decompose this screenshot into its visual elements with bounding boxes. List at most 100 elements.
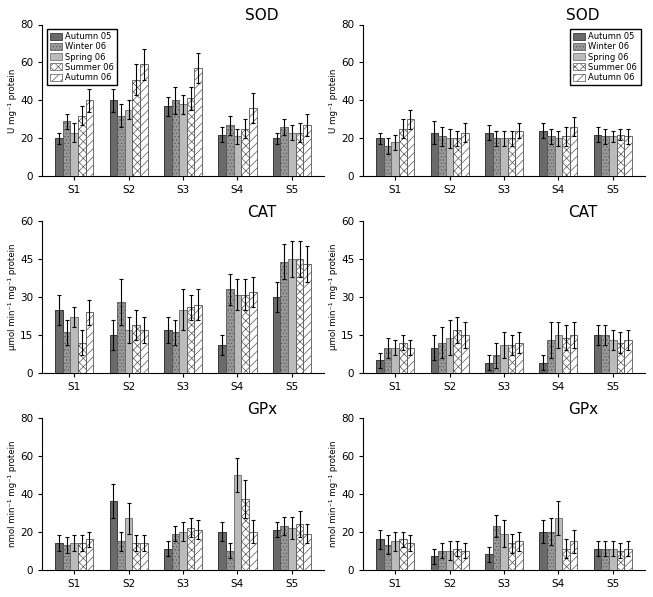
Bar (249, 108, 257, 176)
Bar (616, 550, 624, 570)
Bar (492, 355, 500, 373)
Bar (110, 100, 117, 176)
Bar (391, 142, 399, 176)
Bar (241, 500, 249, 570)
Bar (562, 137, 570, 176)
Bar (554, 139, 562, 176)
Bar (140, 543, 148, 570)
Bar (273, 139, 280, 176)
Bar (195, 68, 202, 176)
Bar (616, 343, 624, 373)
Bar (78, 116, 86, 176)
Bar (288, 259, 296, 373)
Bar (594, 549, 601, 570)
Bar (187, 307, 195, 373)
Y-axis label: U mg⁻¹ protein: U mg⁻¹ protein (329, 68, 338, 133)
Bar (594, 134, 601, 176)
Bar (55, 139, 63, 176)
Bar (492, 139, 500, 176)
Bar (226, 550, 234, 570)
Bar (125, 110, 133, 176)
Bar (187, 99, 195, 176)
Bar (303, 125, 311, 176)
Bar (609, 549, 616, 570)
Bar (539, 131, 547, 176)
Bar (164, 549, 172, 570)
Bar (241, 129, 249, 176)
Bar (133, 543, 140, 570)
Bar (453, 139, 461, 176)
Bar (226, 290, 234, 373)
Bar (303, 264, 311, 373)
Title: GPx: GPx (247, 402, 277, 417)
Title: SOD: SOD (566, 8, 599, 23)
Bar (117, 302, 125, 373)
Bar (296, 133, 303, 176)
Bar (438, 550, 446, 570)
Bar (55, 543, 63, 570)
Bar (273, 530, 280, 570)
Bar (461, 133, 469, 176)
Bar (218, 134, 226, 176)
Bar (446, 139, 453, 176)
Bar (539, 532, 547, 570)
Bar (179, 310, 187, 373)
Bar (117, 541, 125, 570)
Bar (234, 294, 241, 373)
Bar (508, 139, 515, 176)
Y-axis label: nmol min⁻¹ mg⁻¹ protein: nmol min⁻¹ mg⁻¹ protein (329, 441, 338, 547)
Bar (273, 297, 280, 373)
Bar (86, 539, 93, 570)
Bar (125, 518, 133, 570)
Bar (55, 310, 63, 373)
Bar (609, 340, 616, 373)
Y-axis label: nmol min⁻¹ mg⁻¹ protein: nmol min⁻¹ mg⁻¹ protein (8, 441, 18, 547)
Bar (86, 100, 93, 176)
Bar (554, 335, 562, 373)
Bar (384, 545, 391, 570)
Bar (508, 543, 515, 570)
Bar (249, 532, 257, 570)
Bar (296, 259, 303, 373)
Bar (500, 139, 508, 176)
Bar (280, 127, 288, 176)
Bar (624, 549, 632, 570)
Bar (399, 343, 407, 373)
Bar (71, 133, 78, 176)
Bar (407, 347, 414, 373)
Bar (187, 528, 195, 570)
Y-axis label: μmol min⁻¹ mg⁻¹ protein: μmol min⁻¹ mg⁻¹ protein (8, 244, 18, 350)
Bar (485, 363, 492, 373)
Bar (508, 345, 515, 373)
Bar (296, 524, 303, 570)
Bar (140, 64, 148, 176)
Bar (594, 335, 601, 373)
Bar (399, 539, 407, 570)
Bar (461, 550, 469, 570)
Bar (218, 345, 226, 373)
Bar (407, 119, 414, 176)
Bar (63, 545, 71, 570)
Bar (384, 146, 391, 176)
Bar (430, 347, 438, 373)
Bar (601, 137, 609, 176)
Bar (288, 133, 296, 176)
Bar (110, 335, 117, 373)
Bar (562, 549, 570, 570)
Bar (78, 343, 86, 373)
Bar (547, 137, 554, 176)
Title: SOD: SOD (245, 8, 279, 23)
Bar (249, 292, 257, 373)
Bar (133, 79, 140, 176)
Bar (71, 317, 78, 373)
Bar (554, 518, 562, 570)
Bar (624, 137, 632, 176)
Bar (453, 330, 461, 373)
Bar (616, 134, 624, 176)
Bar (624, 340, 632, 373)
Bar (609, 137, 616, 176)
Bar (195, 304, 202, 373)
Bar (280, 261, 288, 373)
Bar (570, 127, 577, 176)
Bar (179, 104, 187, 176)
